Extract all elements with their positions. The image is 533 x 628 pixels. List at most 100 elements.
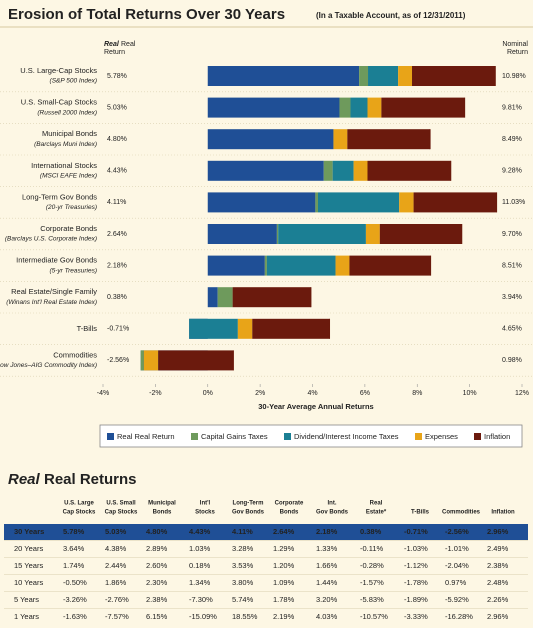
table-cell: -3.26% xyxy=(63,595,87,604)
bar-segment xyxy=(266,255,336,276)
table-cell: 2.60% xyxy=(146,561,168,570)
category-subtitle: (S&P 500 Index) xyxy=(50,78,97,85)
table-cell: 2.18% xyxy=(316,527,338,536)
category-label: U.S. Large-Cap Stocks xyxy=(20,66,97,75)
real-return-label: 2.64% xyxy=(107,231,127,238)
table-cell: 4.80% xyxy=(146,527,168,536)
table-cell: 1.78% xyxy=(273,595,295,604)
column-header: Bonds xyxy=(153,510,172,516)
table-cell: -1.03% xyxy=(404,544,428,553)
table-cell: -0.71% xyxy=(404,527,428,536)
category-label: Real Estate/Single Family xyxy=(11,287,97,296)
table-cell: 2.49% xyxy=(487,544,509,553)
table-cell: 18.55% xyxy=(232,612,258,621)
row-label: 1 Years xyxy=(14,612,39,621)
bar-segment xyxy=(381,97,465,118)
table-cell: 0.18% xyxy=(189,561,211,570)
legend-swatch xyxy=(107,433,114,440)
table-cell: 2.96% xyxy=(487,527,509,536)
real-return-label: 5.03% xyxy=(107,104,127,111)
bar-segment xyxy=(217,287,233,308)
category-subtitle: (Winans Int'l Real Estate Index) xyxy=(6,299,97,306)
bar-segment xyxy=(349,255,431,276)
table-cell: -5.83% xyxy=(360,595,384,604)
table-cell: 3.80% xyxy=(232,578,254,587)
table-cell: 5.74% xyxy=(232,595,254,604)
table-cell: -2.56% xyxy=(445,527,469,536)
real-header-italic: Real xyxy=(104,41,120,48)
table-cell: 1.44% xyxy=(316,578,338,587)
column-header: Estate* xyxy=(366,510,387,516)
x-tick-label: -2% xyxy=(149,390,161,397)
table-cell: -7.30% xyxy=(189,595,213,604)
table-cell: 2.89% xyxy=(146,544,168,553)
x-tick-label: 12% xyxy=(515,390,529,397)
bar-segment xyxy=(317,192,400,213)
table-cell: 1.09% xyxy=(273,578,295,587)
bar-segment xyxy=(350,97,368,118)
row-label: 30 Years xyxy=(14,527,44,536)
legend-swatch xyxy=(284,433,291,440)
table-cell: 3.53% xyxy=(232,561,254,570)
row-label: 5 Years xyxy=(14,595,39,604)
table-cell: 5.78% xyxy=(63,527,85,536)
category-label: T-Bills xyxy=(77,324,98,333)
column-header: Corporate xyxy=(275,501,304,507)
bar-segment xyxy=(333,129,348,150)
bar-segment xyxy=(158,350,234,371)
bar-segment xyxy=(189,318,238,339)
table-cell: -15.09% xyxy=(189,612,217,621)
table-cell: 1.33% xyxy=(316,544,338,553)
bar-segment xyxy=(367,97,382,118)
bar-segment xyxy=(323,160,333,181)
nominal-return-label: 9.70% xyxy=(502,231,522,238)
row-label: 10 Years xyxy=(14,578,43,587)
legend-label: Inflation xyxy=(484,432,510,441)
table-cell: -0.50% xyxy=(63,578,87,587)
legend-swatch xyxy=(415,433,422,440)
table-cell: -5.92% xyxy=(445,595,469,604)
table-cell: 2.38% xyxy=(146,595,168,604)
table-cell: 1.34% xyxy=(189,578,211,587)
category-subtitle: (Barclays U.S. Corporate Index) xyxy=(5,236,97,243)
bar-segment xyxy=(143,350,159,371)
x-tick-label: -4% xyxy=(97,390,109,397)
table-cell: 2.64% xyxy=(273,527,295,536)
bar-segment xyxy=(207,287,218,308)
table-cell: -2.04% xyxy=(445,561,469,570)
table-cell: 4.03% xyxy=(316,612,338,621)
bar-segment xyxy=(237,318,253,339)
table-cell: 2.26% xyxy=(487,595,509,604)
bar-segment xyxy=(278,224,366,244)
bar-segment xyxy=(365,224,380,244)
table-cell: 0.97% xyxy=(445,578,467,587)
category-subtitle: (Barclays Muni Index) xyxy=(34,141,97,148)
category-label: Intermediate Gov Bonds xyxy=(16,256,97,265)
table-cell: 1.86% xyxy=(105,578,127,587)
bar-segment xyxy=(332,160,354,181)
table-title: Real Returns xyxy=(44,471,137,488)
table-cell: 2.96% xyxy=(487,612,509,621)
table-cell: -1.63% xyxy=(63,612,87,621)
table-cell: 2.38% xyxy=(487,561,509,570)
real-header: Real xyxy=(121,41,136,48)
table-cell: -1.57% xyxy=(360,578,384,587)
real-return-label: -0.71% xyxy=(107,326,129,333)
table-title-italic: Real xyxy=(8,471,41,488)
bar-segment xyxy=(140,350,144,371)
bar-segment xyxy=(252,318,330,339)
table-cell: -1.89% xyxy=(404,595,428,604)
column-header: U.S. Small xyxy=(106,501,136,507)
legend-label: Capital Gains Taxes xyxy=(201,432,268,441)
bar-segment xyxy=(368,66,399,86)
table-cell: 0.38% xyxy=(360,527,382,536)
category-label: U.S. Small-Cap Stocks xyxy=(21,98,98,107)
category-label: Municipal Bonds xyxy=(42,129,97,138)
legend-swatch xyxy=(191,433,198,440)
category-subtitle: (5-yr Treasuries) xyxy=(49,267,97,274)
x-tick-label: 8% xyxy=(412,390,422,397)
column-header: U.S. Large xyxy=(64,501,94,507)
table-cell: -1.01% xyxy=(445,544,469,553)
bar-segment xyxy=(353,160,368,181)
